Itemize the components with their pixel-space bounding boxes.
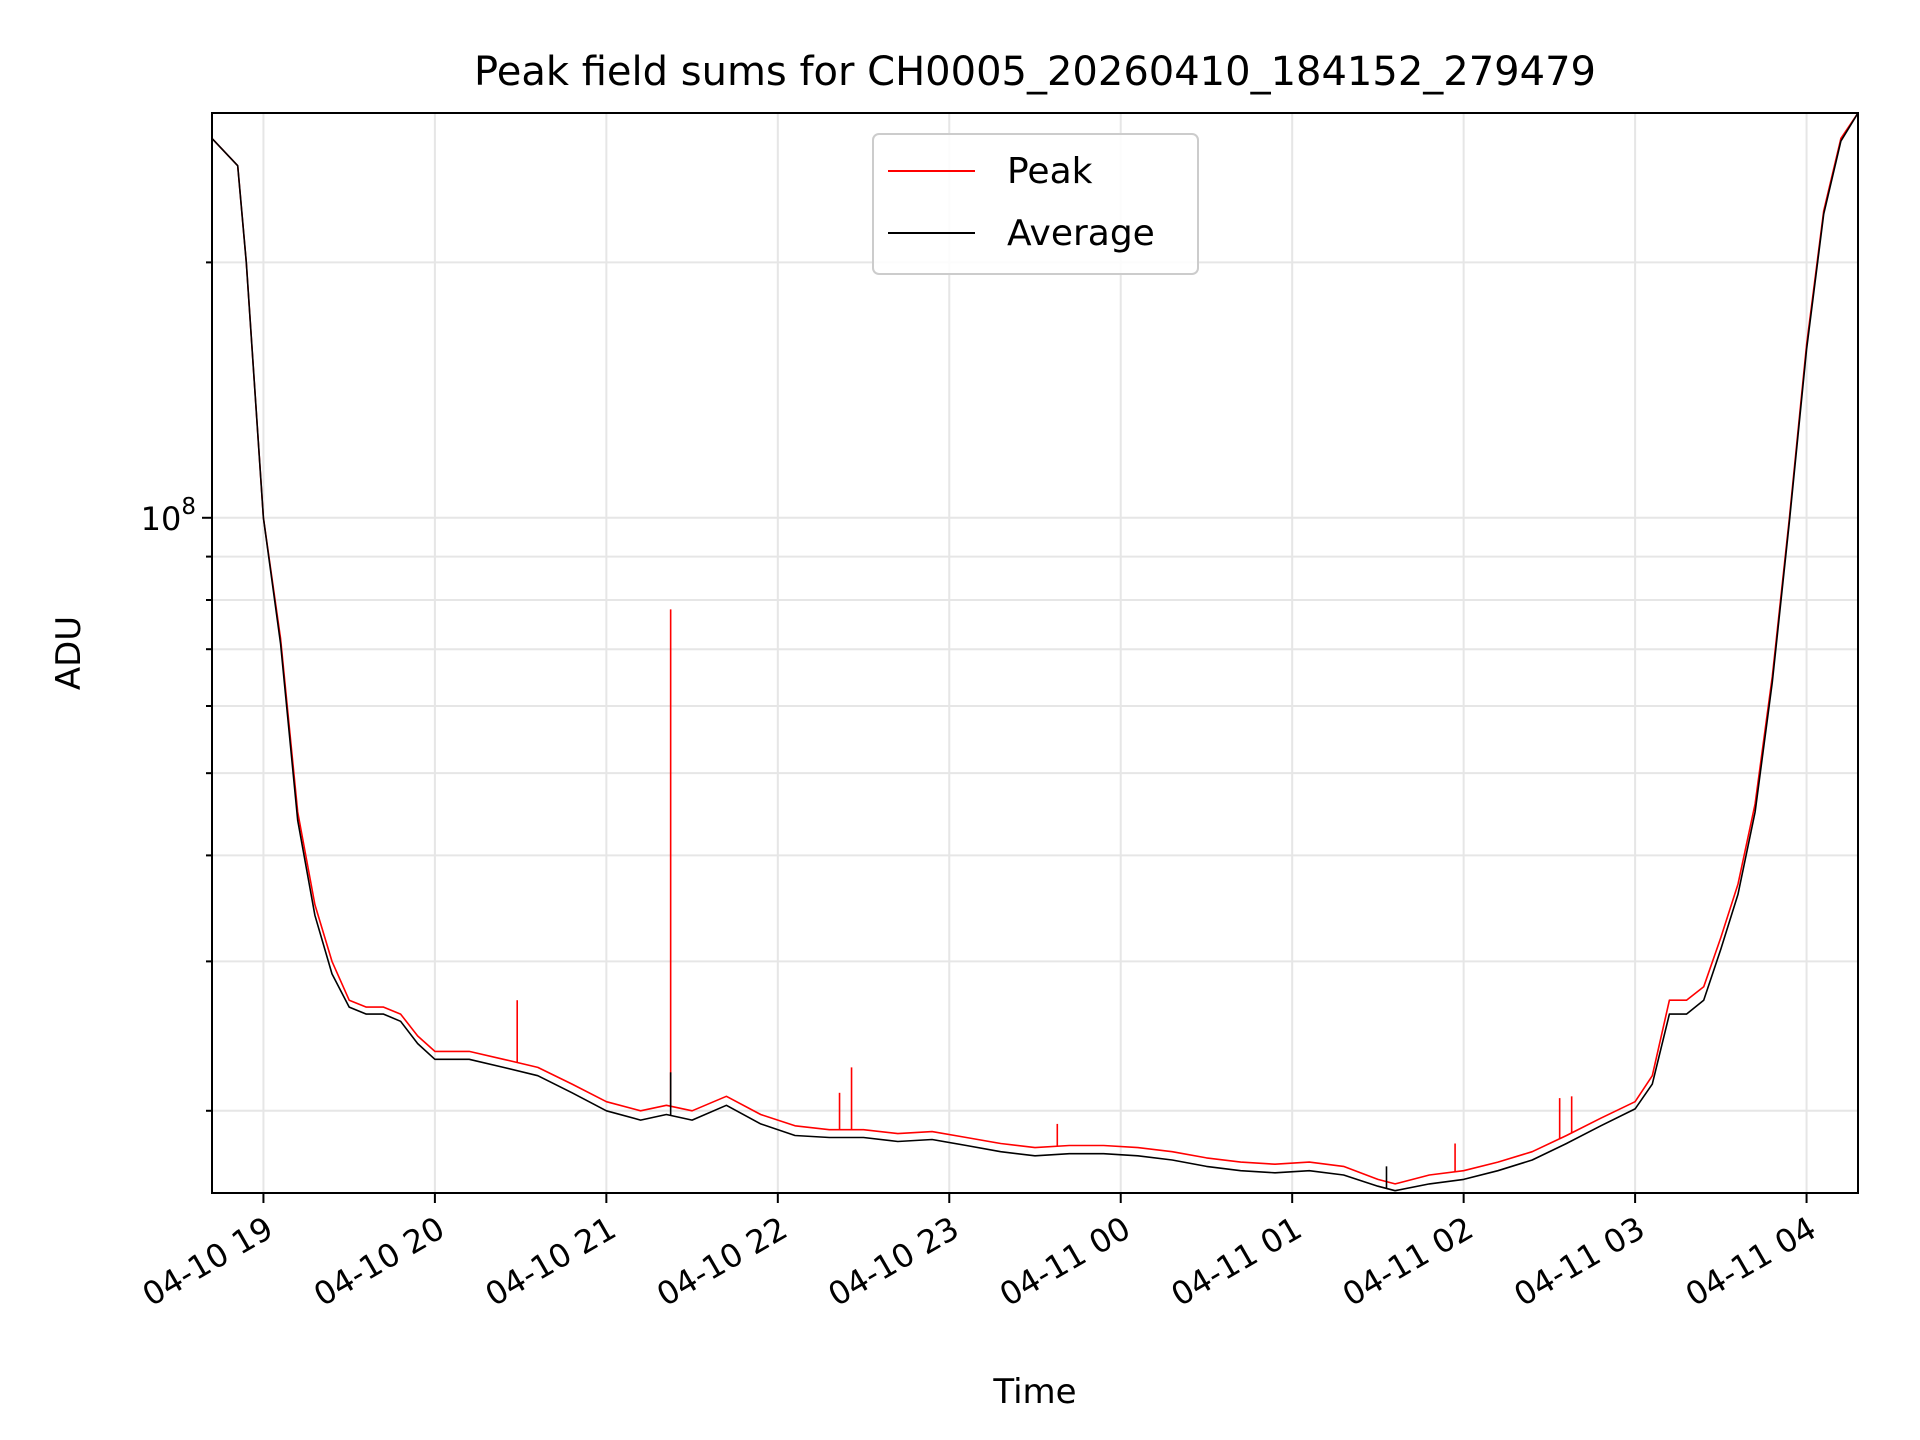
series-group — [212, 113, 1858, 1192]
series-layer — [212, 113, 1858, 1192]
legend-label-peak: Peak — [1007, 151, 1093, 192]
plot-frame — [211, 112, 1859, 1194]
legend: Peak Average — [872, 133, 1199, 275]
y-tick-label: 108 — [141, 494, 196, 538]
legend-box — [872, 133, 1199, 275]
x-axis-label: Time — [992, 1372, 1076, 1412]
series-line-average — [212, 113, 1858, 1192]
chart-title: Peak field sums for CH0005_20260410_1841… — [474, 49, 1596, 95]
y-axis-label: ADU — [49, 616, 89, 690]
y-tick-label-exponent: 8 — [181, 494, 196, 520]
legend-label-average: Average — [1007, 213, 1155, 254]
grid — [212, 113, 1858, 1193]
series-line-peak — [212, 113, 1858, 1185]
y-tick-label-base: 10 — [141, 500, 182, 538]
